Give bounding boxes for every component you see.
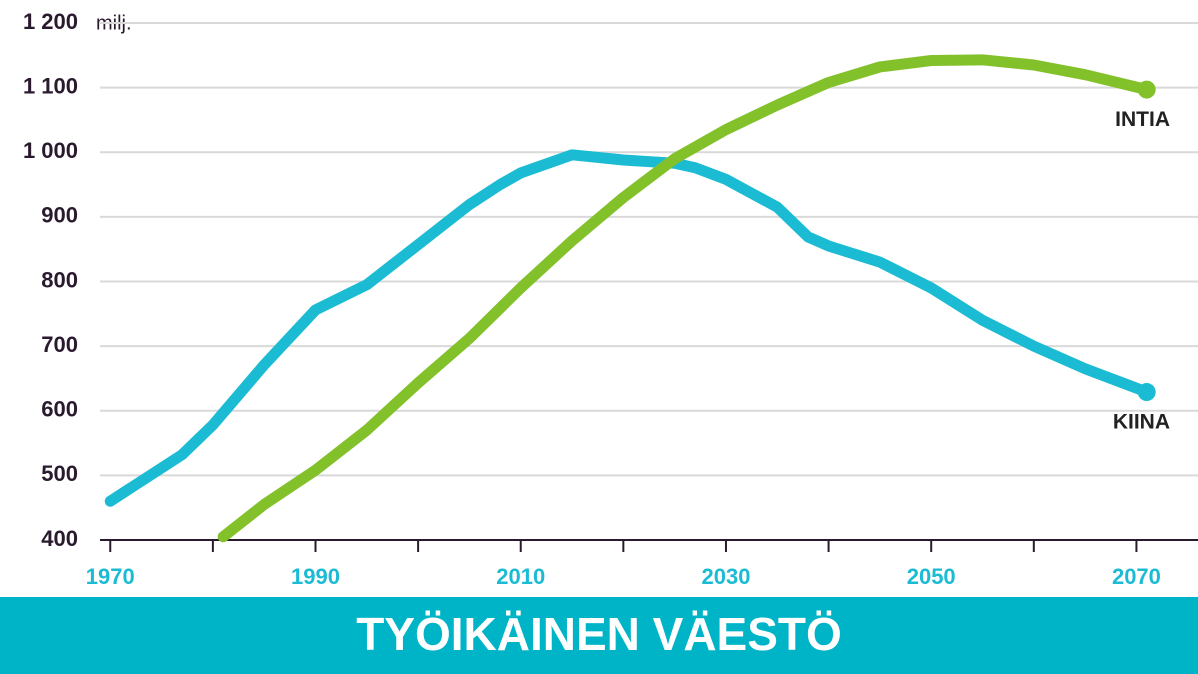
end-marker: [1137, 80, 1156, 99]
y-tick-label: 600: [41, 397, 78, 422]
y-tick-label: 800: [41, 267, 78, 292]
chart-title: TYÖIKÄINEN VÄESTÖ: [356, 608, 842, 660]
data-line: [104, 149, 1153, 507]
x-tick-label: 2030: [701, 564, 750, 589]
y-tick-label: 700: [41, 332, 78, 357]
end-marker: [1137, 383, 1156, 402]
y-tick-label: 1 100: [23, 73, 78, 98]
y-tick-label: 1 200: [23, 9, 78, 34]
data-line: [217, 54, 1153, 543]
x-tick-label: 2070: [1112, 564, 1161, 589]
x-tick-label: 2050: [907, 564, 956, 589]
y-tick-label: 1 000: [23, 138, 78, 163]
y-tick-label: 500: [41, 461, 78, 486]
title-banner: [0, 597, 1198, 674]
y-tick-label: 400: [41, 526, 78, 551]
x-tick-label: 1970: [86, 564, 135, 589]
x-tick-label: 2010: [496, 564, 545, 589]
y-tick-label: 900: [41, 203, 78, 228]
series-label: INTIA: [1115, 108, 1170, 131]
series-label: KIINA: [1113, 411, 1170, 434]
x-tick-label: 1990: [291, 564, 340, 589]
